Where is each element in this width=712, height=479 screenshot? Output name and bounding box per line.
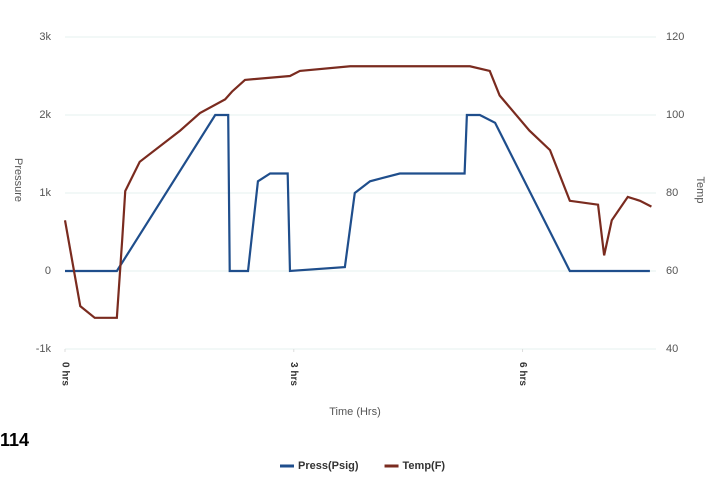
legend: Press(Psig) Temp(F): [280, 460, 445, 472]
x-tick-label: 3 hrs: [288, 362, 299, 386]
y-tick-label: -1k: [36, 343, 52, 355]
series-line: [63, 65, 652, 319]
y2-tick-label: 120: [666, 31, 684, 43]
x-tick-label: 0 hrs: [59, 362, 70, 386]
annotation: 114: [0, 430, 29, 450]
x-tick-label: 6 hrs: [517, 362, 528, 386]
y2-tick-label: 100: [666, 109, 684, 121]
y2-tick-label: 80: [666, 187, 678, 199]
x-axis-title: Time (Hrs): [329, 406, 381, 418]
y-axis-title: Pressure: [12, 158, 24, 202]
y2-tick-label: 40: [666, 343, 678, 355]
legend-label: Press(Psig): [298, 460, 359, 472]
y-tick-label: 3k: [39, 31, 51, 43]
y2-axis-title: Temp: [694, 177, 706, 204]
y-tick-label: 0: [45, 265, 51, 277]
series-line: [65, 113, 650, 273]
y-tick-label: 1k: [39, 187, 51, 199]
y-tick-label: 2k: [39, 109, 51, 121]
y2-tick-label: 60: [666, 265, 678, 277]
legend-label: Temp(F): [403, 460, 446, 472]
